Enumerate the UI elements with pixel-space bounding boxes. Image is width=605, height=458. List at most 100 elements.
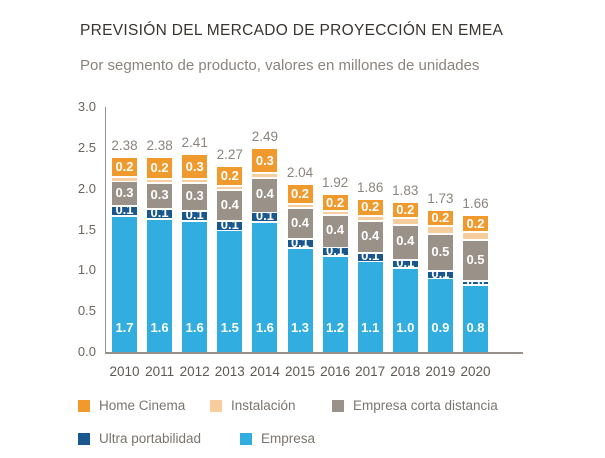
segment-value-label: 0.3 [255, 152, 274, 168]
segment-value-label: 0.4 [290, 214, 310, 230]
chart-title: PREVISIÓN DEL MERCADO DE PROYECCIÓN EN E… [80, 22, 504, 39]
segment-value-label: 0.4 [220, 196, 239, 212]
segment-value-label: 0.1 [150, 205, 169, 221]
legend-label: Empresa [261, 431, 316, 446]
bar-segment-empresa-corta-distancia [392, 225, 418, 259]
bar-segment-home-cinema [357, 200, 383, 215]
segment-value-label: 0.1 [115, 201, 134, 217]
legend-label: Home Cinema [99, 398, 186, 413]
bar-total-label: 1.83 [392, 182, 419, 198]
legend-label: Instalación [231, 398, 296, 413]
segment-value-label: 1.1 [361, 320, 380, 335]
bar-segment-home-cinema [112, 157, 137, 177]
segment-value-label: 0.1 [290, 234, 310, 250]
bar-segment-ultra-portabilidad [112, 206, 137, 215]
x-axis-label-2018: 2018 [390, 364, 421, 379]
segment-value-label: 0.1 [255, 208, 274, 224]
segment-value-label: 0.8 [466, 320, 485, 335]
bar-total-label: 1.86 [357, 180, 384, 196]
segment-value-label: 0.4 [326, 222, 345, 238]
x-axis-label-2015: 2015 [284, 364, 316, 379]
legend-item-home-cinema: Home Cinema [78, 398, 186, 413]
plot-area: 3.0 2.5 2.0 1.5 1.0 0.5 0.0 1.7 0.1 0.3 0.2 2.38 201… [78, 99, 523, 379]
segment-value-label: 0.2 [290, 186, 310, 202]
bar-segment-instalacion [322, 211, 348, 214]
segment-value-label: 0.2 [396, 201, 415, 217]
bar-total-label: 1.92 [321, 175, 349, 191]
segment-value-label: 0.4 [396, 233, 415, 249]
legend-item-instalacion: Instalación [210, 398, 296, 413]
segment-value-label: 0.2 [326, 194, 345, 210]
bar-segment-ultra-portabilidad [252, 213, 278, 222]
bar-segment-empresa-corta-distancia [357, 221, 383, 253]
legend-swatch-empresa-corta-distancia [332, 400, 344, 412]
bar-segment-empresa-corta-distancia [112, 182, 137, 205]
segment-value-label: 1.5 [220, 320, 239, 335]
bar-segment-ultra-portabilidad [392, 260, 418, 268]
bar-segment-home-cinema [427, 210, 453, 226]
segment-value-label: 0.3 [185, 158, 204, 174]
bar-segment-empresa-corta-distancia [322, 215, 348, 247]
x-axis-label-2017: 2017 [355, 364, 386, 379]
bar-segment-empresa-corta-distancia [463, 241, 488, 281]
bar-segment-empresa-corta-distancia [182, 183, 208, 210]
legend-item-empresa-corta-distancia: Empresa corta distancia [332, 398, 498, 413]
legend-swatch-home-cinema [78, 400, 90, 412]
segment-value-label: 1.6 [185, 320, 204, 335]
bar-segment-empresa [252, 223, 278, 352]
bar-total-label: 2.38 [146, 137, 173, 153]
legend-item-ultra-portabilidad: Ultra portabilidad [78, 431, 201, 446]
bar-total-label: 2.38 [111, 137, 138, 153]
bar-total-label: 2.27 [216, 146, 243, 162]
legend-swatch-empresa [240, 433, 252, 445]
x-axis-label-2011: 2011 [145, 364, 175, 379]
bar-segment-ultra-portabilidad [427, 272, 453, 278]
y-axis-tick-label: 3.0 [77, 99, 96, 114]
x-axis-label-2013: 2013 [214, 364, 245, 379]
bar-segment-instalacion [147, 179, 173, 183]
bar-segment-ultra-portabilidad [357, 254, 383, 261]
legend-swatch-ultra-portabilidad [78, 433, 90, 445]
segment-value-label: 1.0 [396, 320, 415, 335]
bar-segment-home-cinema [463, 216, 488, 232]
y-axis-tick-label: 1.5 [77, 221, 96, 237]
segment-value-label: 0.3 [150, 187, 169, 203]
x-axis-label-2020: 2020 [460, 364, 491, 379]
bar-segment-empresa [463, 286, 488, 352]
segment-value-label: 0.5 [431, 243, 450, 259]
segment-value-label: 0.2 [220, 168, 239, 184]
bar-segment-instalacion [182, 179, 208, 183]
legend-item-empresa: Empresa [240, 431, 316, 446]
x-axis-label-2012: 2012 [179, 364, 210, 379]
bar-segment-empresa [217, 231, 243, 352]
bar-segment-empresa [182, 221, 208, 352]
segment-value-label: 0.1 [220, 216, 239, 232]
bar-segment-empresa-corta-distancia [287, 209, 313, 239]
y-axis-tick-label: 0.0 [77, 344, 96, 359]
bar-segment-empresa [322, 256, 348, 352]
bar-segment-home-cinema [147, 157, 173, 179]
bar-segment-home-cinema [182, 155, 208, 179]
bar-segment-empresa-corta-distancia [427, 234, 453, 271]
bar-segment-instalacion [357, 216, 383, 220]
bar-segment-instalacion [287, 205, 313, 208]
bar-segment-ultra-portabilidad [322, 248, 348, 255]
bar-segment-instalacion [217, 187, 243, 190]
segment-value-label: 1.6 [150, 320, 169, 335]
bar-segment-instalacion [392, 219, 418, 224]
bar-total-label: 2.41 [181, 135, 208, 151]
segment-value-label: 0.4 [255, 186, 274, 202]
bar-segment-empresa-corta-distancia [217, 191, 243, 220]
y-axis-tick-label: 0.5 [77, 303, 96, 319]
x-axis-label-2019: 2019 [425, 364, 456, 379]
segment-value-label: 0.2 [466, 215, 485, 231]
bar-segment-instalacion [112, 178, 137, 181]
segment-value-label: 0.3 [115, 184, 134, 200]
bar-segment-empresa-corta-distancia [252, 179, 278, 212]
bar-segment-empresa [112, 216, 137, 352]
bar-segment-empresa [392, 268, 418, 352]
segment-value-label: 0.1 [185, 206, 204, 222]
bar-total-label: 2.49 [251, 128, 279, 144]
segment-value-label: 0.2 [115, 159, 134, 175]
